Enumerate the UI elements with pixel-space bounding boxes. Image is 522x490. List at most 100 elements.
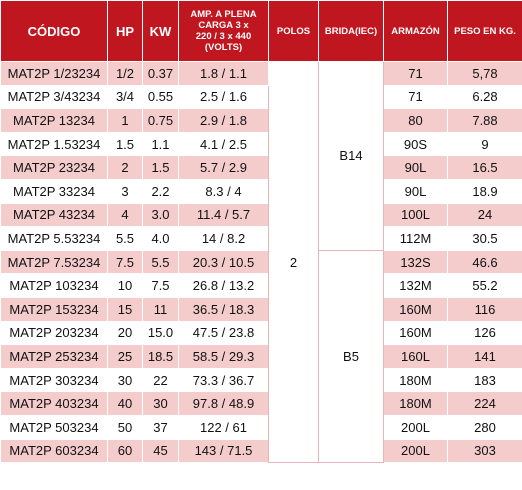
header-row: CÓDIGO HP KW AMP. A PLENA CARGA 3 x 220 … — [0, 0, 522, 62]
cell-hp: 50 — [107, 414, 143, 440]
table-row: MAT2P 303234 30 22 73.3 / 36.7 180M 183 — [0, 367, 522, 393]
cell-kw: 22 — [142, 367, 179, 393]
cell-kw: 2.2 — [142, 178, 179, 204]
cell-armazon: 71 — [383, 84, 448, 110]
cell-kw: 0.37 — [142, 61, 179, 86]
cell-codigo: MAT2P 33234 — [0, 178, 108, 204]
cell-hp: 5.5 — [107, 226, 143, 251]
header-amp-line1: AMP. A PLENA — [190, 9, 257, 20]
table-row: MAT2P 403234 40 30 97.8 / 48.9 180M 224 — [0, 391, 522, 416]
cell-armazon: 90L — [383, 155, 448, 180]
cell-amp: 122 / 61 — [178, 414, 269, 440]
cell-kw: 1.1 — [142, 131, 179, 157]
cell-peso: 224 — [447, 391, 522, 416]
cell-armazon: 200L — [383, 414, 448, 440]
header-hp: HP — [107, 0, 143, 62]
cell-peso: 24 — [447, 202, 522, 228]
cell-hp: 10 — [107, 273, 143, 298]
table-row: MAT2P 203234 20 15.0 47.5 / 23.8 160M 126 — [0, 320, 522, 346]
cell-amp: 36.5 / 18.3 — [178, 296, 269, 322]
cell-amp: 2.9 / 1.8 — [178, 108, 269, 133]
table-row: MAT2P 5.53234 5.5 4.0 14 / 8.2 112M 30.5 — [0, 226, 522, 251]
cell-peso: 55.2 — [447, 273, 522, 298]
cell-codigo: MAT2P 7.53234 — [0, 249, 108, 275]
cell-kw: 3.0 — [142, 202, 179, 228]
cell-kw: 30 — [142, 391, 179, 416]
table-row: MAT2P 1/23234 1/2 0.37 1.8 / 1.1 2 B14 71 5,78 — [0, 60, 522, 464]
cell-kw: 1.5 — [142, 155, 179, 180]
cell-peso: 16.5 — [447, 155, 522, 180]
cell-armazon: 90S — [383, 131, 448, 157]
table-row: MAT2P 23234 2 1.5 5.7 / 2.9 90L 16.5 — [0, 155, 522, 180]
cell-codigo: MAT2P 303234 — [0, 367, 108, 393]
cell-hp: 1 — [107, 108, 143, 133]
cell-armazon: 180M — [383, 391, 448, 416]
cell-armazon: 132M — [383, 273, 448, 298]
cell-peso: 6.28 — [447, 84, 522, 110]
cell-peso: 141 — [447, 344, 522, 369]
cell-amp: 5.7 / 2.9 — [178, 155, 269, 180]
cell-peso: 126 — [447, 320, 522, 346]
cell-amp: 11.4 / 5.7 — [178, 202, 269, 228]
cell-amp: 8.3 / 4 — [178, 178, 269, 204]
cell-armazon: 160L — [383, 344, 448, 369]
cell-peso: 116 — [447, 296, 522, 322]
cell-peso: 183 — [447, 367, 522, 393]
cell-amp: 26.8 / 13.2 — [178, 273, 269, 298]
cell-peso: 5,78 — [447, 61, 522, 86]
header-amp-line2: CARGA 3 x — [198, 20, 249, 31]
cell-armazon: 132S — [383, 249, 448, 275]
table-row: MAT2P 153234 15 11 36.5 / 18.3 160M 116 — [0, 296, 522, 322]
cell-codigo: MAT2P 253234 — [0, 344, 108, 369]
cell-codigo: MAT2P 1/23234 — [0, 61, 108, 86]
table-row: MAT2P 33234 3 2.2 8.3 / 4 90L 18.9 — [0, 178, 522, 204]
cell-amp: 58.5 / 29.3 — [178, 344, 269, 369]
header-brida: BRIDA(IEC) — [318, 0, 384, 62]
cell-amp: 2.5 / 1.6 — [178, 84, 269, 110]
cell-polos: 2 — [268, 60, 319, 464]
cell-codigo: MAT2P 103234 — [0, 273, 108, 298]
cell-codigo: MAT2P 5.53234 — [0, 226, 108, 251]
cell-hp: 1.5 — [107, 131, 143, 157]
cell-hp: 40 — [107, 391, 143, 416]
cell-amp: 73.3 / 36.7 — [178, 367, 269, 393]
cell-hp: 3 — [107, 178, 143, 204]
cell-peso: 30.5 — [447, 226, 522, 251]
table-row: MAT2P 253234 25 18.5 58.5 / 29.3 160L 141 — [0, 344, 522, 369]
cell-amp: 4.1 / 2.5 — [178, 131, 269, 157]
cell-codigo: MAT2P 403234 — [0, 391, 108, 416]
header-amp: AMP. A PLENA CARGA 3 x 220 / 3 x 440 (VO… — [178, 0, 269, 62]
cell-armazon: 160M — [383, 320, 448, 346]
cell-amp: 20.3 / 10.5 — [178, 249, 269, 275]
cell-hp: 60 — [107, 438, 143, 464]
cell-brida-b5: B5 — [318, 249, 384, 464]
cell-codigo: MAT2P 3/43234 — [0, 84, 108, 110]
header-codigo: CÓDIGO — [0, 0, 108, 62]
cell-kw: 11 — [142, 296, 179, 322]
cell-peso: 7.88 — [447, 108, 522, 133]
cell-amp: 143 / 71.5 — [178, 438, 269, 464]
cell-codigo: MAT2P 1.53234 — [0, 131, 108, 157]
cell-armazon: 200L — [383, 438, 448, 464]
table-row: MAT2P 7.53234 7.5 5.5 20.3 / 10.5 B5 132S 46.6 — [0, 249, 522, 464]
table-row: MAT2P 1.53234 1.5 1.1 4.1 / 2.5 90S 9 — [0, 131, 522, 157]
cell-codigo: MAT2P 13234 — [0, 108, 108, 133]
cell-hp: 3/4 — [107, 84, 143, 110]
cell-amp: 47.5 / 23.8 — [178, 320, 269, 346]
cell-hp: 4 — [107, 202, 143, 228]
header-kw: KW — [142, 0, 179, 62]
table-row: MAT2P 3/43234 3/4 0.55 2.5 / 1.6 71 6.28 — [0, 84, 522, 110]
cell-peso: 18.9 — [447, 178, 522, 204]
cell-kw: 45 — [142, 438, 179, 464]
cell-kw: 7.5 — [142, 273, 179, 298]
motor-spec-table: CÓDIGO HP KW AMP. A PLENA CARGA 3 x 220 … — [0, 0, 522, 464]
cell-codigo: MAT2P 203234 — [0, 320, 108, 346]
cell-kw: 15.0 — [142, 320, 179, 346]
cell-codigo: MAT2P 603234 — [0, 438, 108, 464]
table-row: MAT2P 13234 1 0.75 2.9 / 1.8 80 7.88 — [0, 108, 522, 133]
cell-amp: 97.8 / 48.9 — [178, 391, 269, 416]
cell-hp: 15 — [107, 296, 143, 322]
cell-hp: 7.5 — [107, 249, 143, 275]
cell-hp: 1/2 — [107, 61, 143, 86]
cell-kw: 5.5 — [142, 249, 179, 275]
